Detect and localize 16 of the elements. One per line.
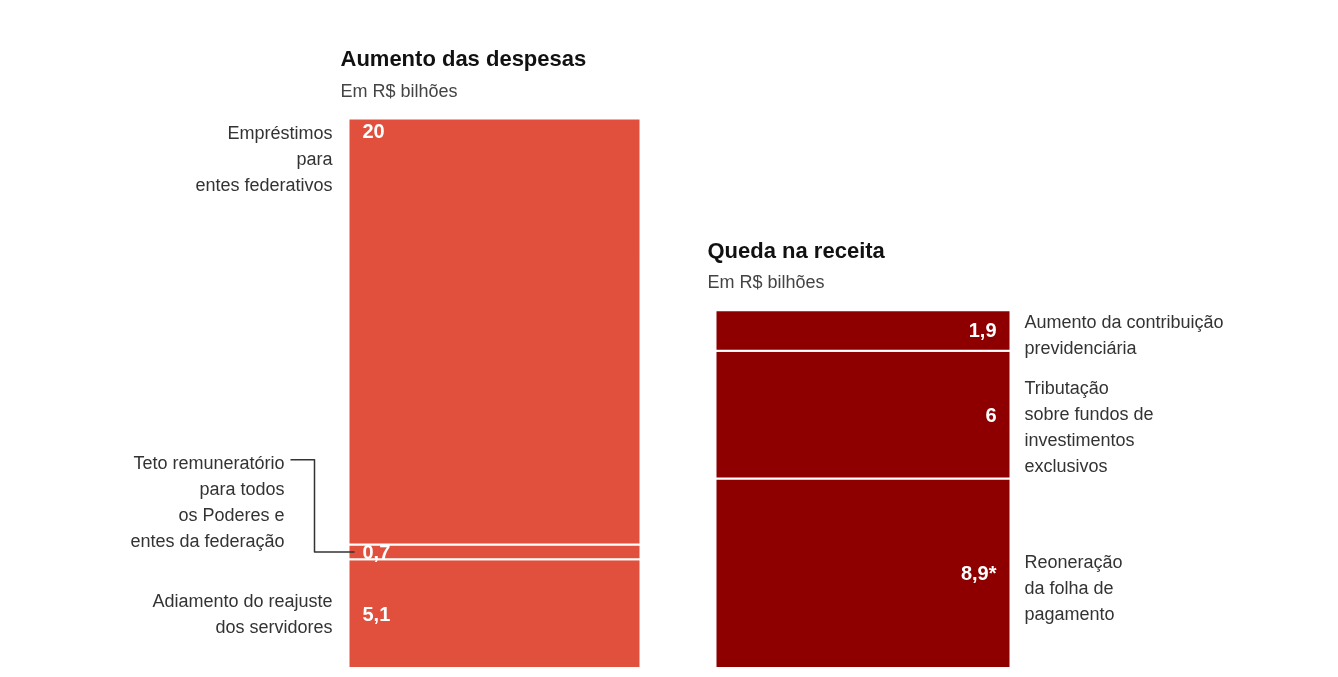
chart-title: Aumento das despesas — [340, 46, 587, 72]
series-label: Tributação sobre fundos de investimentos exclusivos — [1024, 378, 1154, 477]
text: Teto remuneratório para todos os Poderes e entes da federação — [130, 452, 285, 551]
data-label: 20 — [362, 119, 385, 142]
data-label: 5,1 — [362, 602, 391, 625]
chart-subtitle: Em R$ bilhões — [707, 272, 825, 293]
series-label: Empréstimos para entes federativos — [195, 122, 334, 195]
chart-title: Queda na receita — [707, 238, 886, 264]
data-label: 8,9* — [960, 562, 997, 585]
series-label: Reoneração da folha de pagamento — [1024, 552, 1123, 625]
series-label: Aumento da contribuição previdenciária — [1024, 312, 1224, 359]
data-label: 1,9 — [968, 319, 997, 342]
chart-subtitle: Em R$ bilhões — [340, 80, 458, 101]
data-label: 0,7 — [362, 540, 391, 563]
series-label: Adiamento do reajuste dos servidores — [152, 590, 333, 637]
data-label: 6 — [985, 403, 997, 426]
